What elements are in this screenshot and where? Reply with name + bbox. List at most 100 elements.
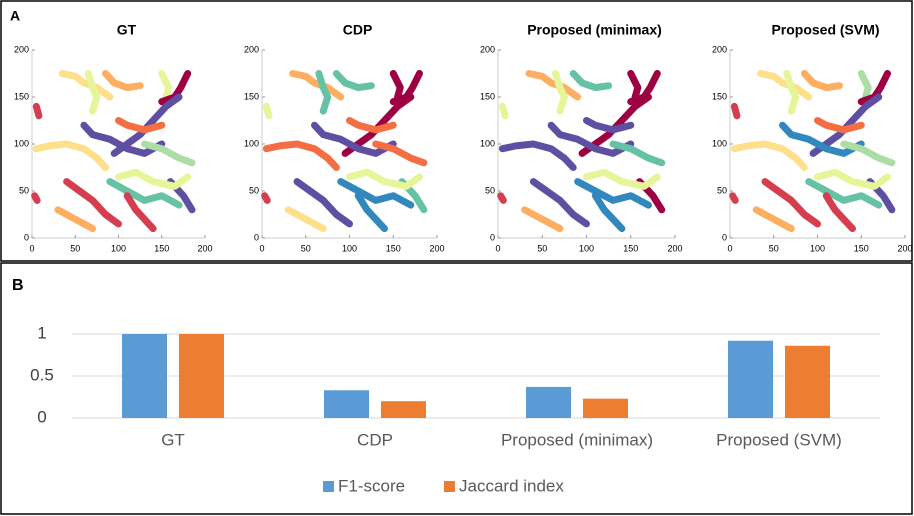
y-tick-label: 0 xyxy=(490,232,495,242)
x-tick-label: 0 xyxy=(727,243,732,253)
trajectory xyxy=(115,168,192,190)
y-tick-label: 100 xyxy=(712,138,727,148)
y-tick-label: 100 xyxy=(480,138,495,148)
plot-title: GT xyxy=(117,22,137,38)
bar xyxy=(583,398,628,418)
y-tick-label: 150 xyxy=(712,91,727,101)
trajectory xyxy=(31,192,41,204)
trajectory xyxy=(315,70,332,115)
trajectory xyxy=(591,192,626,233)
x-tick-label: GT xyxy=(161,430,185,449)
trajectory xyxy=(814,168,891,190)
bar xyxy=(122,334,167,418)
legend-swatch xyxy=(444,481,455,492)
trajectory xyxy=(389,70,423,106)
x-tick-label: 150 xyxy=(154,243,169,253)
y-tick-label: 0 xyxy=(254,232,259,242)
x-tick-label: 100 xyxy=(579,243,594,253)
panel-label: A xyxy=(10,8,20,24)
x-tick-label: 50 xyxy=(70,243,80,253)
bar xyxy=(324,390,369,418)
y-tick-label: 150 xyxy=(244,91,259,101)
trajectory xyxy=(140,140,196,167)
x-tick-label: 100 xyxy=(111,243,126,253)
trajectory xyxy=(54,206,97,233)
trajectory xyxy=(115,117,166,134)
trajectory xyxy=(822,192,856,233)
trajectory xyxy=(346,117,397,134)
trajectory xyxy=(547,121,635,157)
trajectory xyxy=(262,140,340,171)
trajectory xyxy=(63,178,122,228)
x-tick-label: 150 xyxy=(623,243,638,253)
y-tick-label: 50 xyxy=(485,185,495,195)
trajectory xyxy=(814,117,865,134)
trajectory xyxy=(346,168,423,190)
x-tick-label: 0 xyxy=(259,243,264,253)
trajectory xyxy=(752,206,795,233)
trajectory xyxy=(311,121,397,157)
y-tick-label: 50 xyxy=(717,185,727,195)
trajectory xyxy=(262,102,273,120)
y-tick-label: 100 xyxy=(14,138,29,148)
y-tick-label: 200 xyxy=(14,44,29,54)
trajectory xyxy=(574,178,652,209)
x-tick-label: 150 xyxy=(854,243,869,253)
x-tick-label: 100 xyxy=(810,243,825,253)
panel-b-frame xyxy=(0,262,913,515)
bar xyxy=(179,334,224,418)
x-tick-label: 50 xyxy=(301,243,311,253)
trajectory xyxy=(583,168,661,190)
trajectory xyxy=(284,206,327,233)
trajectory xyxy=(857,70,891,106)
trajectory xyxy=(354,192,388,233)
trajectory xyxy=(783,70,800,115)
x-tick-label: 200 xyxy=(897,243,912,253)
trajectory xyxy=(729,192,739,204)
trajectory xyxy=(158,70,173,101)
x-tick-label: Proposed (SVM) xyxy=(716,430,842,449)
trajectory xyxy=(84,70,101,115)
trajectory xyxy=(609,140,666,167)
trajectory xyxy=(525,70,582,101)
trajectory xyxy=(389,70,404,101)
trajectory xyxy=(497,192,507,204)
trajectory xyxy=(372,140,428,167)
legend-label: F1-score xyxy=(338,476,405,495)
bar xyxy=(381,401,426,418)
y-tick-label: 200 xyxy=(480,44,495,54)
trajectory xyxy=(569,70,613,92)
trajectory xyxy=(32,140,110,171)
trajectory xyxy=(289,70,345,101)
bar xyxy=(785,345,830,418)
trajectory xyxy=(332,70,375,92)
x-tick-label: 150 xyxy=(386,243,401,253)
trajectory xyxy=(730,140,808,171)
y-tick-label: 1 xyxy=(37,323,46,342)
y-tick-label: 100 xyxy=(244,138,259,148)
y-tick-label: 150 xyxy=(14,91,29,101)
y-tick-label: 200 xyxy=(712,44,727,54)
trajectory xyxy=(627,70,642,101)
trajectory xyxy=(800,70,843,92)
trajectory xyxy=(805,178,883,209)
trajectory xyxy=(261,192,271,204)
y-tick-label: 50 xyxy=(249,185,259,195)
plot-title: CDP xyxy=(343,22,373,38)
x-tick-label: 200 xyxy=(667,243,682,253)
x-tick-label: Proposed (minimax) xyxy=(501,430,653,449)
x-tick-label: 100 xyxy=(342,243,357,253)
legend-label: Jaccard index xyxy=(459,476,564,495)
trajectory xyxy=(102,70,144,92)
y-tick-label: 150 xyxy=(480,91,495,101)
trajectory xyxy=(552,70,568,115)
trajectory xyxy=(730,102,741,120)
x-tick-label: 200 xyxy=(197,243,212,253)
trajectory xyxy=(521,206,564,233)
trajectory xyxy=(627,70,661,106)
trajectory xyxy=(32,102,43,120)
y-tick-label: 0 xyxy=(24,232,29,242)
y-tick-label: 0 xyxy=(37,407,46,426)
